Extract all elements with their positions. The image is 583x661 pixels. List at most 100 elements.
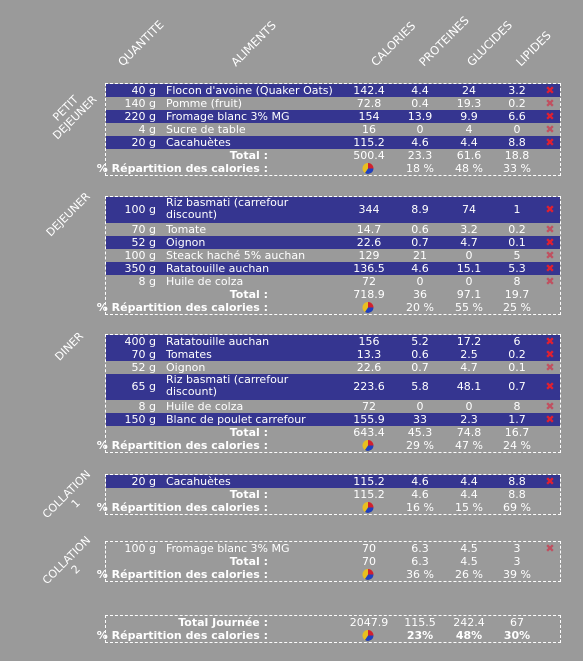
food-calories: 16 — [362, 123, 376, 136]
delete-icon[interactable]: ✖ — [545, 223, 555, 236]
total-label: Total : — [229, 426, 268, 439]
food-proteines: 0 — [416, 123, 424, 136]
delete-icon[interactable]: ✖ — [545, 380, 555, 393]
food-row[interactable]: 100 g Riz basmati (carrefour discount) 344… — [106, 197, 560, 223]
food-name: Tomate — [166, 223, 207, 236]
pie-chart-icon[interactable] — [361, 568, 375, 581]
day-total-box: Total Journée : 2047.9 115.5 242.4 67 % … — [97, 615, 561, 643]
delete-icon[interactable]: ✖ — [545, 249, 555, 262]
delete-icon[interactable]: ✖ — [545, 110, 555, 123]
meal-box-1: 100 g Riz basmati (carrefour discount) 344… — [97, 196, 561, 315]
food-row[interactable]: 70 g Tomate 14.7 0.6 3.2 0.2 ✖ — [106, 223, 560, 236]
delete-icon[interactable]: ✖ — [545, 275, 555, 288]
delete-icon[interactable]: ✖ — [545, 400, 555, 413]
food-name: Oignon — [166, 236, 206, 249]
pie-chart-icon[interactable] — [361, 162, 375, 175]
food-row[interactable]: 20 g Cacahuètes 115.2 4.6 4.4 8.8 ✖ — [106, 136, 560, 149]
food-name: Tomates — [166, 348, 212, 361]
delete-icon[interactable]: ✖ — [545, 262, 555, 275]
food-name: Fromage blanc 3% MG — [166, 110, 290, 123]
column-headers: QUANTITE ALIMENTS CALORIES PROTEINES GLU… — [0, 0, 583, 80]
food-proteines: 4.4 — [411, 84, 429, 97]
food-quantity: 20 g — [131, 475, 156, 488]
food-proteines: 21 — [413, 249, 427, 262]
food-row[interactable]: 100 g Steack haché 5% auchan 129 21 0 5 ✖ — [106, 249, 560, 262]
food-name: Blanc de poulet carrefour — [166, 413, 306, 426]
food-row[interactable]: 140 g Pomme (fruit) 72.8 0.4 19.3 0.2 ✖ — [106, 97, 560, 110]
delete-icon[interactable]: ✖ — [545, 236, 555, 249]
delete-icon[interactable]: ✖ — [545, 84, 555, 97]
food-quantity: 220 g — [124, 110, 156, 123]
total-row: Total : 70 6.3 4.5 3 — [106, 555, 560, 568]
food-calories: 14.7 — [356, 223, 382, 236]
delete-icon[interactable]: ✖ — [545, 136, 555, 149]
delete-icon[interactable]: ✖ — [545, 413, 555, 426]
delete-icon[interactable]: ✖ — [545, 361, 555, 374]
delete-icon[interactable]: ✖ — [545, 203, 555, 216]
delete-icon[interactable]: ✖ — [545, 123, 555, 136]
delete-icon[interactable]: ✖ — [545, 542, 555, 555]
pct-lipides: 39 % — [503, 568, 531, 581]
food-glucides: 15.1 — [456, 262, 482, 275]
food-proteines: 5.2 — [411, 335, 429, 348]
food-glucides: 0 — [465, 249, 473, 262]
pie-chart-icon[interactable] — [361, 301, 375, 314]
total-label: Total : — [229, 555, 268, 568]
delete-icon[interactable]: ✖ — [545, 348, 555, 361]
food-lipides: 0.7 — [508, 380, 526, 393]
food-row[interactable]: 20 g Cacahuètes 115.2 4.6 4.4 8.8 ✖ — [106, 475, 560, 488]
food-calories: 72.8 — [356, 97, 382, 110]
header-glucides: GLUCIDES — [464, 18, 516, 69]
pie-chart-icon[interactable] — [361, 439, 375, 452]
food-row[interactable]: 52 g Oignon 22.6 0.7 4.7 0.1 ✖ — [106, 361, 560, 374]
pie-chart-icon[interactable] — [361, 629, 375, 642]
food-name: Cacahuètes — [166, 136, 231, 149]
food-quantity: 100 g — [124, 249, 156, 262]
meal-label-4: COLLATION 2 — [40, 534, 102, 596]
food-quantity: 52 g — [131, 236, 156, 249]
food-quantity: 4 g — [138, 123, 156, 136]
food-row[interactable]: 70 g Tomates 13.3 0.6 2.5 0.2 ✖ — [106, 348, 560, 361]
meal-label-1: DEJEUNER — [44, 190, 93, 239]
delete-icon[interactable]: ✖ — [545, 97, 555, 110]
food-lipides: 1 — [513, 203, 521, 216]
food-calories: 142.4 — [353, 84, 385, 97]
food-proteines: 6.3 — [411, 542, 429, 555]
food-row[interactable]: 8 g Huile de colza 72 0 0 8 ✖ — [106, 275, 560, 288]
food-proteines: 0.7 — [411, 361, 429, 374]
meal-box-4: 100 g Fromage blanc 3% MG 70 6.3 4.5 3 ✖ Total … — [97, 541, 561, 582]
food-row[interactable]: 100 g Fromage blanc 3% MG 70 6.3 4.5 3 ✖ — [106, 542, 560, 555]
food-glucides: 24 — [462, 84, 476, 97]
meal-label-line: DINER — [52, 329, 87, 364]
pct-proteines: 29 % — [406, 439, 434, 452]
food-row[interactable]: 4 g Sucre de table 16 0 4 0 ✖ — [106, 123, 560, 136]
food-calories: 115.2 — [353, 475, 385, 488]
food-row[interactable]: 220 g Fromage blanc 3% MG 154 13.9 9.9 6.6 ✖ — [106, 110, 560, 123]
food-row[interactable]: 65 g Riz basmati (carrefour discount) 223.… — [106, 374, 560, 400]
day-total-row: Total Journée : 2047.9 115.5 242.4 67 — [106, 616, 560, 629]
food-glucides: 4.7 — [460, 361, 478, 374]
food-proteines: 0.4 — [411, 97, 429, 110]
food-calories: 22.6 — [356, 361, 382, 374]
food-lipides: 0.2 — [508, 348, 526, 361]
pct-lipides: 25 % — [503, 301, 531, 314]
total-glucides: 61.6 — [456, 149, 482, 162]
delete-icon[interactable]: ✖ — [545, 475, 555, 488]
food-row[interactable]: 400 g Ratatouille auchan 156 5.2 17.2 6 ✖ — [106, 335, 560, 348]
food-name: Flocon d'avoine (Quaker Oats) — [166, 84, 333, 97]
delete-icon[interactable]: ✖ — [545, 335, 555, 348]
food-row[interactable]: 150 g Blanc de poulet carrefour 155.9 33 2.3… — [106, 413, 560, 426]
food-quantity: 52 g — [131, 361, 156, 374]
food-row[interactable]: 350 g Ratatouille auchan 136.5 4.6 15.1 5.3 ✖ — [106, 262, 560, 275]
food-calories: 129 — [358, 249, 380, 262]
food-row[interactable]: 8 g Huile de colza 72 0 0 8 ✖ — [106, 400, 560, 413]
day-total-label: Total Journée : — [178, 616, 268, 629]
food-glucides: 9.9 — [460, 110, 478, 123]
pct-proteines: 16 % — [406, 501, 434, 514]
food-row[interactable]: 52 g Oignon 22.6 0.7 4.7 0.1 ✖ — [106, 236, 560, 249]
food-glucides: 4.7 — [460, 236, 478, 249]
meal-label-2: DINER — [52, 330, 86, 364]
pie-chart-icon[interactable] — [361, 501, 375, 514]
food-row[interactable]: 40 g Flocon d'avoine (Quaker Oats) 142.4 4.… — [106, 84, 560, 97]
food-proteines: 4.6 — [411, 475, 429, 488]
